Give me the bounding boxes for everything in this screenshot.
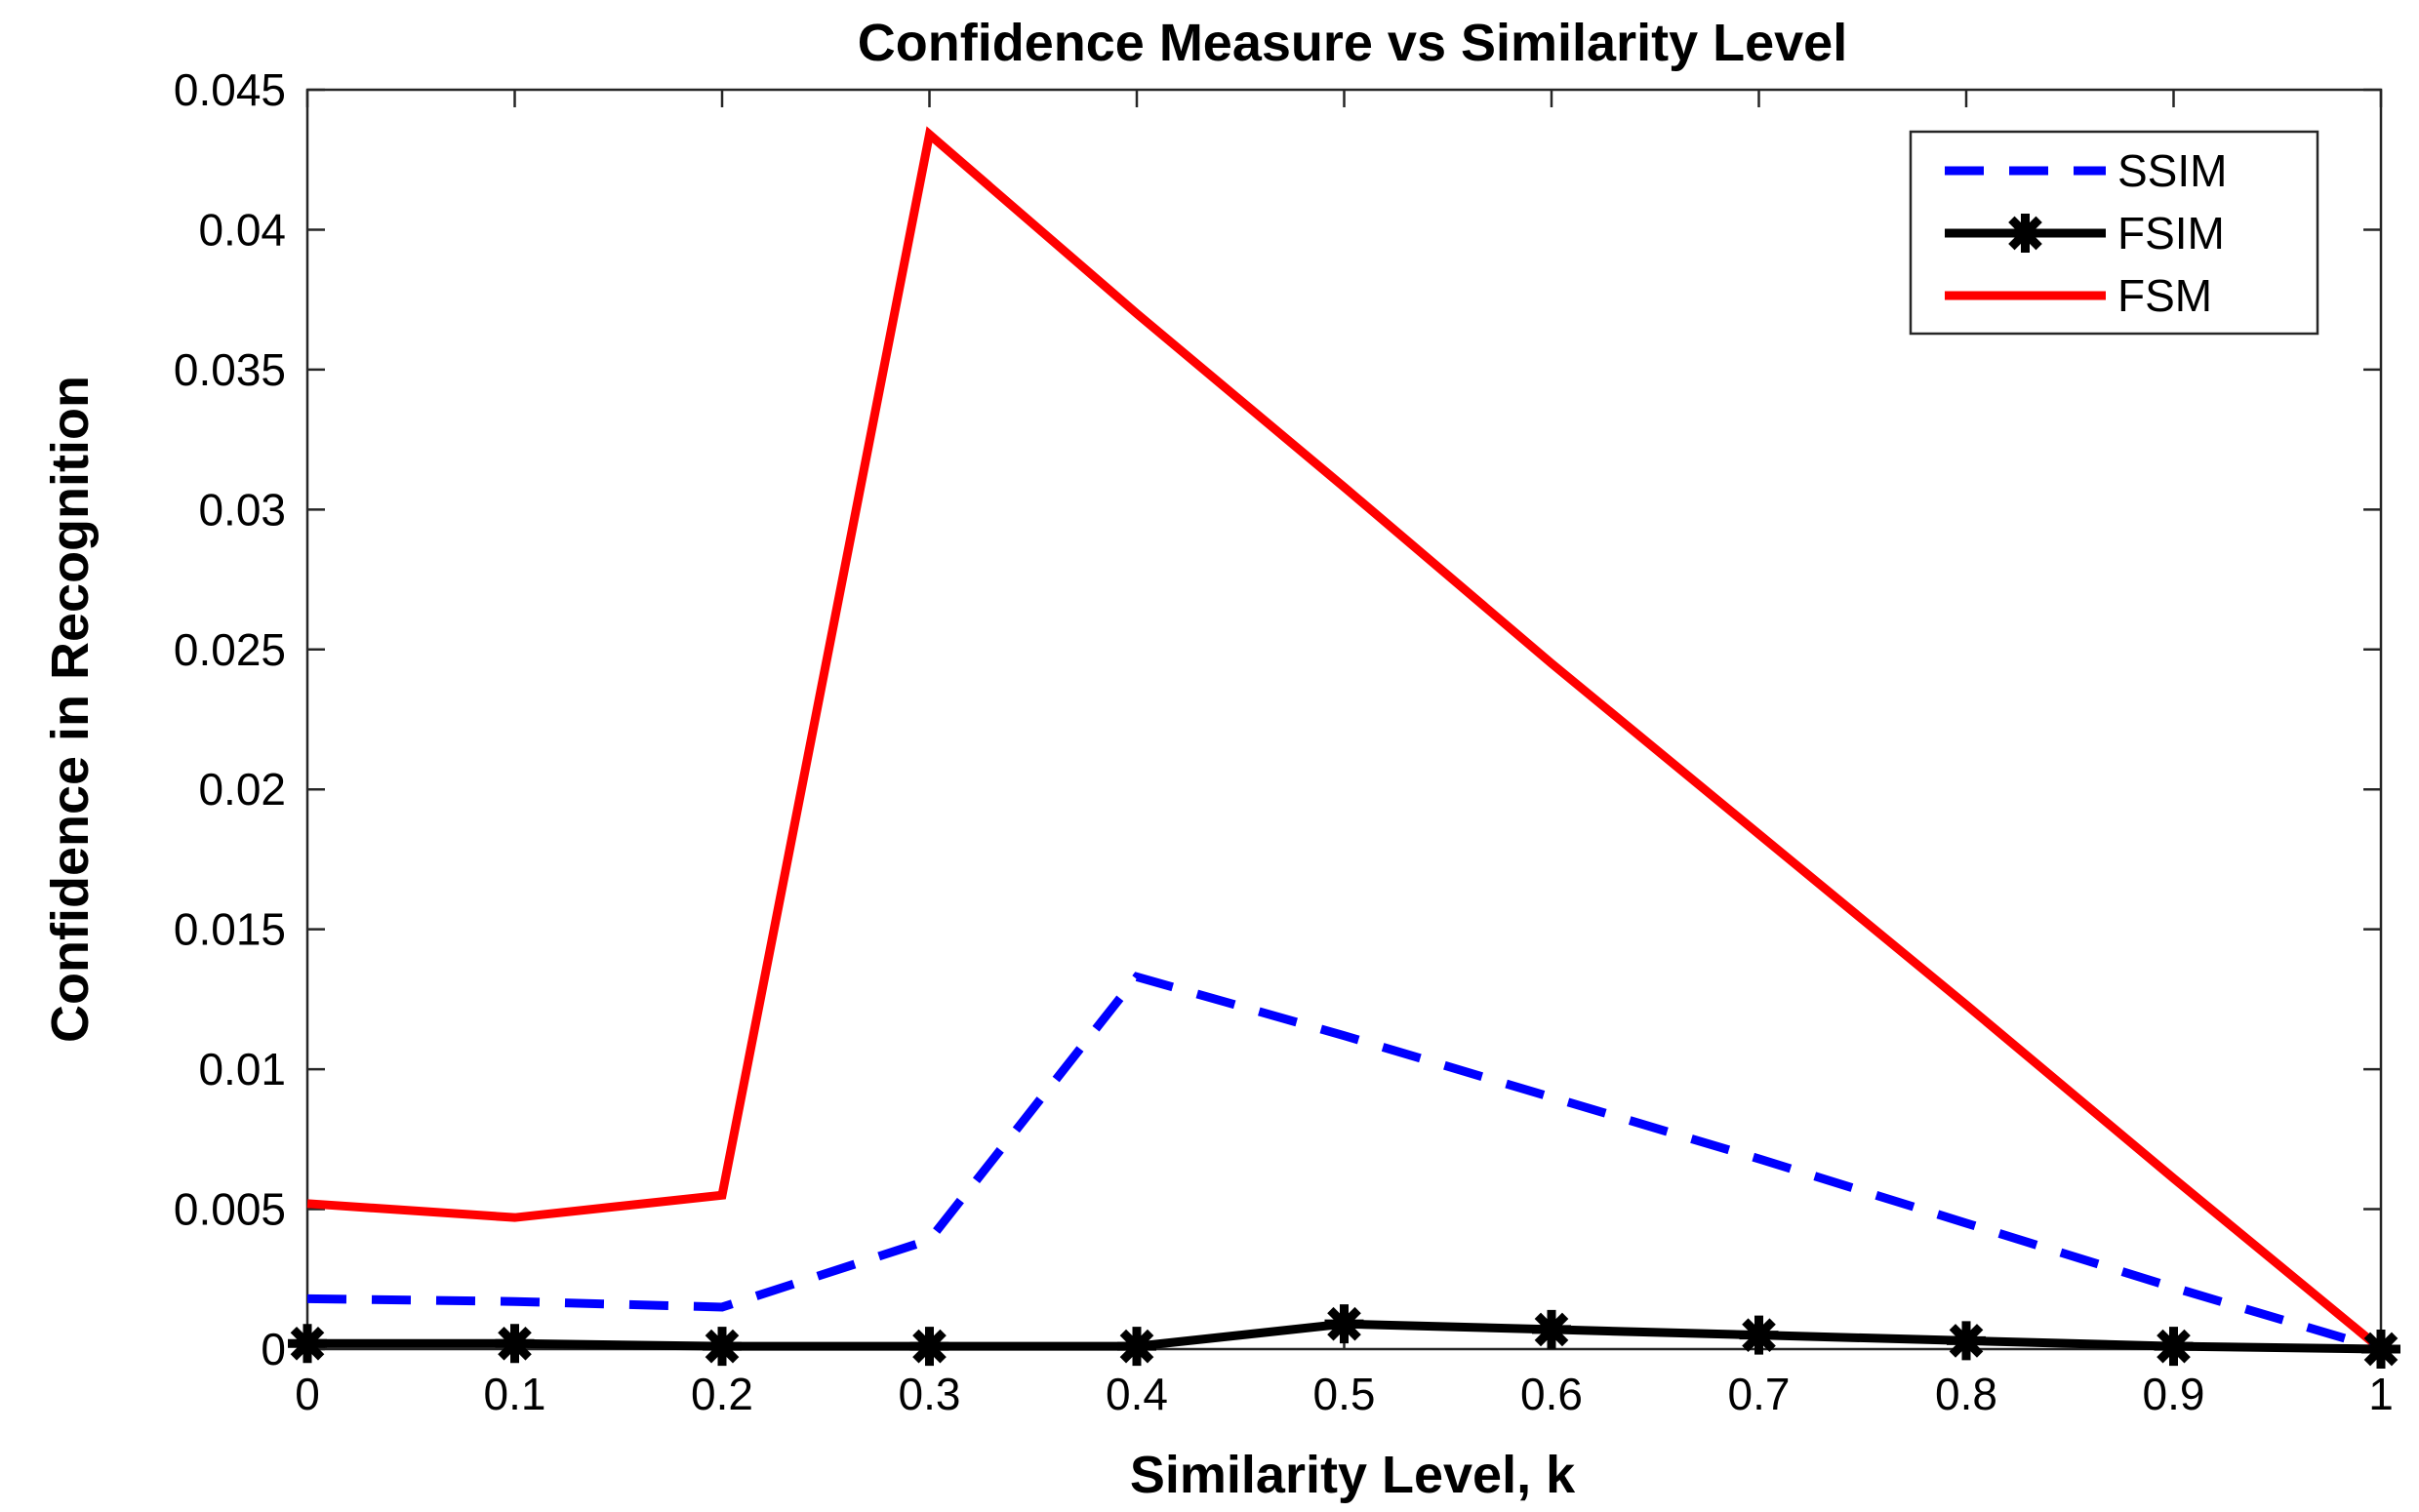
legend-marker-fsim-stroke bbox=[2008, 216, 2042, 251]
y-tick-label: 0.04 bbox=[198, 204, 286, 255]
legend-label-ssim: SSIM bbox=[2117, 145, 2227, 196]
data-point-fsim bbox=[1947, 1321, 1986, 1361]
plot-area: 0 0.1 0.2 0.3 0.4 0.5 0.6 0.7 0.8 0.9 1 0 0.005 0.01 0… bbox=[174, 64, 2400, 1419]
data-point-fsim bbox=[703, 1327, 742, 1367]
x-tick-label: 0.8 bbox=[1935, 1369, 1997, 1419]
y-tick-label: 0.01 bbox=[198, 1044, 286, 1094]
series-line-fsm bbox=[306, 126, 2384, 1353]
data-point-fsim-stroke bbox=[2157, 1329, 2191, 1364]
data-point-fsim bbox=[1117, 1327, 1156, 1367]
y-axis-label: Confidence in Recognition bbox=[41, 376, 100, 1043]
x-tick-label: 0.6 bbox=[1520, 1369, 1583, 1419]
data-point-fsim bbox=[2154, 1327, 2194, 1367]
data-point-fsim-stroke bbox=[290, 1326, 325, 1361]
legend-label-fsm: FSM bbox=[2117, 270, 2212, 321]
data-point-fsim-stroke bbox=[498, 1326, 532, 1361]
y-tick-label: 0.02 bbox=[198, 764, 286, 815]
x-tick-label: 0.9 bbox=[2143, 1369, 2205, 1419]
x-tick-label: 0.7 bbox=[1728, 1369, 1791, 1419]
series-line-ssim bbox=[306, 972, 2383, 1354]
x-tick-label: 0.5 bbox=[1313, 1369, 1376, 1419]
chart-title: Confidence Measure vs Similarity Level bbox=[858, 14, 1847, 72]
x-tick-label: 0.2 bbox=[691, 1369, 753, 1419]
y-tick-label: 0.035 bbox=[174, 344, 286, 395]
data-point-fsim-stroke bbox=[1949, 1324, 1984, 1358]
data-point-fsim-stroke bbox=[2363, 1332, 2399, 1367]
y-tick-label: 0.025 bbox=[174, 624, 286, 675]
y-tick-label: 0.015 bbox=[174, 904, 286, 955]
y-tick-label: 0.045 bbox=[174, 64, 286, 115]
data-point-fsim-stroke bbox=[705, 1329, 740, 1364]
data-point-fsim-stroke bbox=[1327, 1306, 1361, 1341]
x-tick-label: 0.1 bbox=[484, 1369, 546, 1419]
x-tick-label: 0.3 bbox=[899, 1369, 961, 1419]
data-point-fsim-stroke bbox=[912, 1329, 947, 1364]
x-tick-label: 0.4 bbox=[1106, 1369, 1168, 1419]
x-axis-label: Similarity Level, k bbox=[1130, 1446, 1576, 1504]
x-tick-label: 0 bbox=[295, 1369, 320, 1419]
data-point-fsim bbox=[909, 1327, 949, 1367]
legend-marker-fsim bbox=[2005, 214, 2045, 253]
x-tick-label: 1 bbox=[2368, 1369, 2394, 1419]
data-point-fsim bbox=[1739, 1315, 1779, 1355]
data-point-fsim bbox=[1324, 1304, 1364, 1344]
data-point-fsim-stroke bbox=[1534, 1312, 1569, 1347]
data-point-fsim bbox=[495, 1324, 535, 1364]
y-tick-label: 0.03 bbox=[198, 484, 286, 535]
data-point-fsim bbox=[2361, 1330, 2400, 1369]
legend: SSIM FSIM FSM bbox=[1909, 130, 2319, 336]
data-point-fsim-stroke bbox=[1119, 1329, 1154, 1364]
y-tick-label: 0 bbox=[261, 1324, 286, 1374]
data-point-fsim bbox=[288, 1324, 327, 1364]
data-point-fsim bbox=[1532, 1309, 1571, 1349]
data-point-fsim-stroke bbox=[1742, 1318, 1776, 1352]
legend-label-fsim: FSIM bbox=[2117, 208, 2225, 259]
y-tick-label: 0.005 bbox=[174, 1184, 286, 1235]
